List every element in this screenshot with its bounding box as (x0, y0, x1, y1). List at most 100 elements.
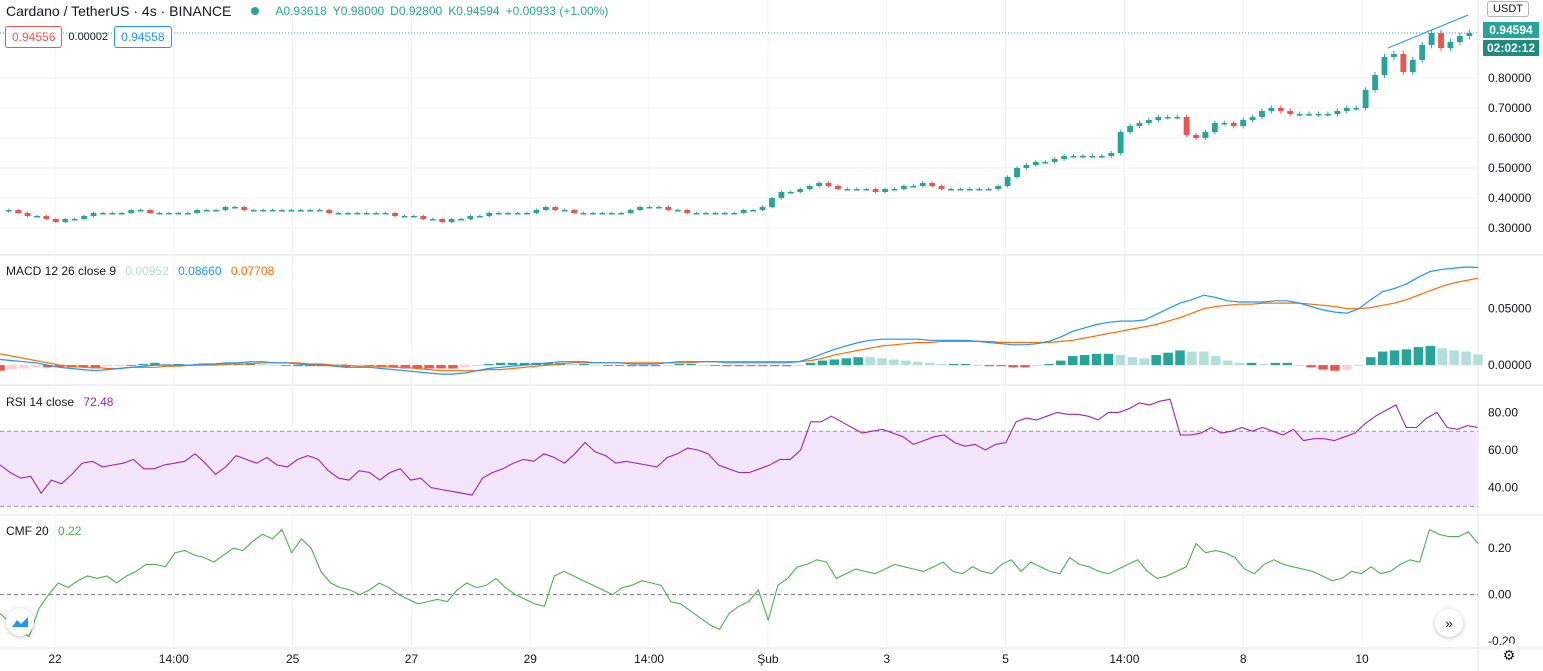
candle-body (1353, 108, 1360, 110)
candle-body (100, 213, 106, 215)
buy-button[interactable]: 0.94558 (114, 26, 172, 48)
tradingview-logo-icon[interactable] (6, 608, 34, 636)
candle-body (128, 210, 135, 213)
candle-body (929, 183, 936, 186)
macd-histogram-bar (150, 362, 160, 366)
candle-body (1456, 36, 1463, 42)
macd-histogram-bar (650, 365, 661, 367)
candle-body (712, 213, 719, 215)
candle-body (816, 183, 823, 186)
macd-histogram-bar (1461, 351, 1471, 366)
rsi-title[interactable]: RSI 14 close (6, 395, 75, 409)
candle-body (1315, 114, 1322, 116)
macd-histogram-bar (1389, 350, 1400, 366)
candle-body (1447, 42, 1454, 48)
macd-histogram-bar (102, 365, 113, 367)
candle-body (288, 210, 295, 212)
candle-body (260, 210, 267, 212)
macd-histogram-bar (495, 362, 506, 366)
macd-histogram-bar (1103, 353, 1114, 366)
candle-body (363, 213, 370, 215)
candle-body (618, 213, 625, 215)
candle-body (165, 213, 172, 215)
macd-histogram-bar (340, 365, 351, 368)
macd-histogram-bar (769, 365, 780, 367)
time-axis-label: 22 (48, 652, 62, 666)
macd-histogram-bar (543, 362, 554, 366)
cmf-title[interactable]: CMF 20 (6, 524, 49, 538)
candle-body (740, 210, 747, 213)
macd-histogram-bar (924, 362, 935, 366)
macd-histogram-bar (603, 365, 613, 366)
candle-body (1202, 132, 1209, 138)
candle-body (1240, 120, 1247, 126)
time-axis-label: 3 (883, 652, 890, 666)
macd-histogram-bar (1294, 365, 1304, 366)
candle-body (495, 213, 502, 215)
macd-histogram-bar (1258, 363, 1269, 366)
candle-body (571, 210, 578, 213)
candle-body (71, 219, 78, 221)
candle-body (1174, 117, 1181, 119)
macd-signal-value: 0.07708 (230, 264, 275, 278)
candle-body (1390, 54, 1397, 57)
candle-body (1127, 126, 1133, 132)
macd-histogram-bar (698, 365, 709, 366)
candle-body (316, 210, 323, 212)
settings-gear-icon[interactable]: ⚙ (1497, 643, 1521, 667)
macd-histogram-bar (626, 365, 637, 367)
macd-histogram-bar (948, 363, 959, 366)
candle-body (52, 219, 59, 222)
macd-histogram-bar (1437, 348, 1448, 366)
candle-body (1051, 159, 1058, 162)
candle-body (410, 216, 417, 218)
macd-histogram-bar (114, 365, 124, 366)
candle-body (354, 213, 361, 215)
rsi-axis-label: 40.00 (1488, 481, 1518, 495)
macd-histogram-bar (889, 359, 899, 366)
macd-histogram-bar (1413, 347, 1424, 366)
rsi-axis-label: 60.00 (1488, 443, 1518, 457)
candle-body (326, 210, 333, 213)
macd-line-value: 0.08660 (178, 264, 222, 278)
rsi-value: 72.48 (83, 395, 114, 409)
spread-value: 0.00002 (68, 31, 109, 43)
candle-body (476, 216, 483, 218)
candle-body (297, 210, 304, 212)
last-price-tag: 0.94594 (1483, 22, 1539, 38)
candle-body (835, 186, 841, 189)
candle-body (1372, 75, 1378, 90)
candle-body (34, 216, 40, 218)
candle-body (382, 213, 389, 215)
macd-histogram-bar (781, 365, 792, 367)
candle-body (976, 189, 983, 191)
scroll-to-realtime-icon[interactable]: » (1435, 609, 1463, 637)
candle-body (1419, 45, 1426, 60)
candle-body (684, 210, 691, 213)
macd-histogram-bar (722, 365, 732, 367)
sell-button[interactable]: 0.94556 (5, 26, 63, 48)
candle-body (1343, 108, 1350, 111)
currency-label[interactable]: USDT (1487, 1, 1529, 17)
candle-body (1277, 108, 1284, 111)
macd-histogram-bar (54, 365, 65, 368)
symbol-title[interactable]: Cardano / TetherUS · 4s · BINANCE (6, 3, 232, 19)
time-axis-label: 14:00 (634, 652, 664, 666)
macd-histogram-bar (1342, 365, 1352, 370)
candle-body (137, 210, 144, 212)
candle-body (891, 189, 898, 191)
macd-histogram-bar (30, 365, 41, 368)
candle-body (1400, 54, 1407, 72)
macd-histogram-bar (507, 362, 518, 366)
macd-histogram-bar (1139, 358, 1150, 366)
candle-body (703, 213, 709, 215)
price-axis-label: 0.70000 (1488, 101, 1532, 115)
candle-body (1032, 162, 1039, 165)
candle-body (778, 192, 785, 198)
macd-histogram-bar (1401, 349, 1412, 366)
macd-title[interactable]: MACD 12 26 close 9 (6, 264, 117, 278)
candle-body (24, 213, 31, 216)
candle-body (806, 186, 813, 189)
bid-ask-bar: 0.94556 0.00002 0.94558 (5, 26, 172, 48)
